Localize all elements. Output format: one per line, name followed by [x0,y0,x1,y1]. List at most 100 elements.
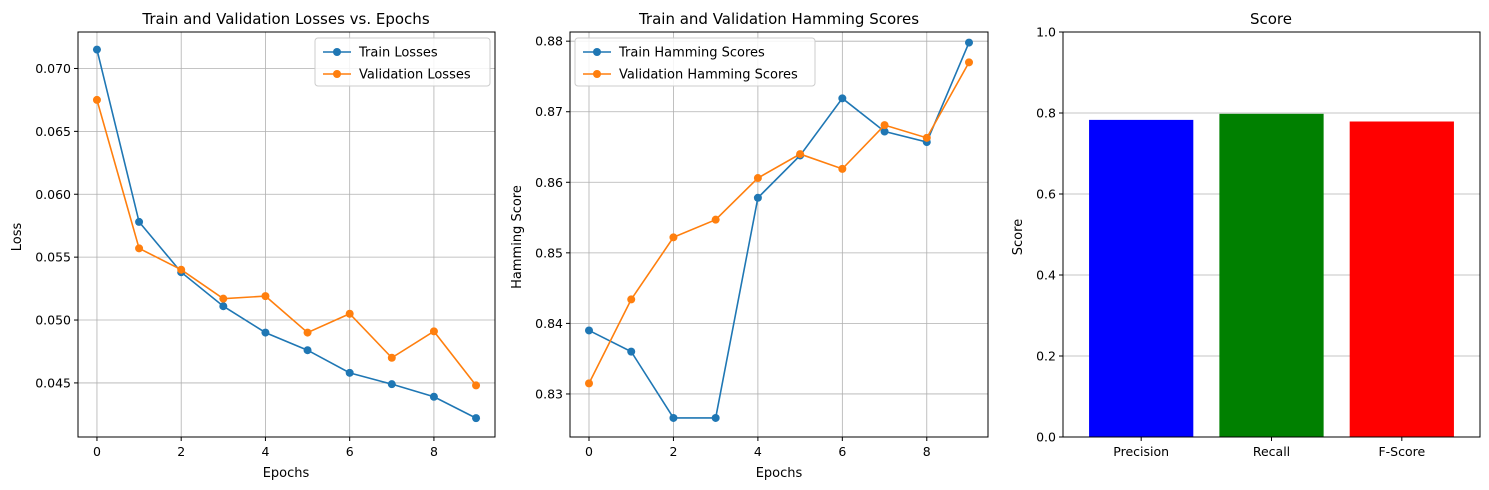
loss-chart-series-0-point [261,328,270,337]
hamming-chart-plot-area: 0 2 4 6 8 0.83 0.84 0.85 0.86 0.87 0.88 [535,31,989,459]
score-chart-y-tick-label: 0.4 [1036,268,1056,283]
hamming-chart-series-0-point [669,413,678,422]
loss-chart-series-1-point [261,292,270,301]
hamming-chart-legend-label-1: Validation Hamming Scores [619,68,798,83]
hamming-chart-y-tick-label: 0.87 [535,104,563,119]
score-chart-plot-area: Precision Recall F-Score 0.0 0.2 0.4 0.6 0.8 1.0 [1036,25,1481,459]
score-chart-y-tick-label: 0.8 [1036,106,1056,121]
score-chart-title: Score [1250,10,1292,28]
loss-chart-panel: Train and Validation Losses vs. Epochs E… [10,10,496,481]
loss-chart-series-1-point [303,328,312,337]
score-chart-x-tick-label: Recall [1253,444,1290,459]
hamming-chart-series-0-point [711,413,720,422]
hamming-chart-series-1-point [711,215,720,224]
hamming-chart-series-0-line [588,42,970,419]
loss-chart-x-tick-label: 0 [93,444,101,459]
loss-chart-xlabel: Epochs [263,466,310,481]
hamming-chart-panel: Train and Validation Hamming Scores Epoc… [510,10,989,481]
loss-chart-series-0-point [92,45,101,54]
loss-chart-series-0-point [135,217,144,226]
loss-chart-legend: Train Losses Validation Losses [314,37,491,87]
loss-chart-x-tick-label: 2 [177,444,185,459]
loss-chart-legend-marker-0 [333,48,341,56]
loss-chart-legend-box [314,37,491,87]
loss-chart-title: Train and Validation Losses vs. Epochs [141,10,429,28]
loss-chart-x-tick-label: 4 [261,444,269,459]
loss-chart-plot-area: 0 2 4 6 8 0.045 0.050 0.055 0.060 0.065 0.070 [35,31,496,459]
hamming-chart-series-0-point [753,193,762,202]
hamming-chart-series-1-point [753,174,762,183]
hamming-chart-series-0-point [838,94,847,103]
hamming-chart-y-tick-label: 0.86 [535,175,563,190]
loss-chart-x-tick-label: 6 [346,444,354,459]
hamming-chart-y-tick-label: 0.84 [535,316,563,331]
hamming-chart-xlabel: Epochs [756,466,803,481]
loss-chart-y-tick-label: 0.045 [35,375,71,390]
loss-chart-legend-label-0: Train Losses [358,46,438,61]
hamming-chart-y-tick-label: 0.83 [535,386,563,401]
loss-chart-series-0-point [219,302,228,311]
hamming-chart-y-tick-label: 0.88 [535,34,563,49]
hamming-chart-series-1-point [965,58,973,67]
hamming-chart-series-1-point [922,133,931,142]
loss-chart-legend-marker-1 [333,70,341,78]
loss-chart-y-tick-label: 0.055 [35,250,71,265]
hamming-chart-series-0-point [880,127,889,136]
hamming-chart-series-1-point [838,164,847,173]
loss-chart-series-1-point [429,327,438,336]
hamming-chart-series-1-point [669,233,678,242]
score-chart-panel: Score Score Precision Recall F-Score 0.0 0.2… [1011,10,1481,459]
score-chart-bar-f-score [1349,121,1454,437]
hamming-chart-series-0-point [585,326,593,335]
score-chart-y-tick-label: 0.0 [1036,430,1056,445]
loss-chart-series-1-point [92,95,101,104]
loss-chart-series-0-point [303,346,312,355]
score-chart-y-tick-label: 0.6 [1036,187,1056,202]
loss-chart-series-1-point [135,244,144,253]
loss-chart-y-tick-label: 0.060 [35,187,71,202]
loss-chart-series-1-point [219,294,228,303]
hamming-chart-x-tick-label: 0 [585,444,593,459]
hamming-chart-series-1-point [627,295,636,304]
loss-chart-y-tick-label: 0.070 [35,61,71,76]
score-chart-x-tick-label: F-Score [1378,444,1425,459]
hamming-chart-ylabel: Hamming Score [510,185,525,289]
loss-chart-series-1-point [387,353,396,362]
score-chart-ylabel: Score [1011,219,1026,255]
hamming-chart-y-tick-label: 0.85 [535,245,563,260]
hamming-chart-x-tick-label: 4 [754,444,762,459]
loss-chart-y-tick-label: 0.065 [35,124,71,139]
loss-chart-series-0-point [429,392,438,401]
loss-chart-axes-frame [77,31,496,438]
hamming-chart-series-0-point [965,38,973,47]
loss-chart-series-0-point [387,380,396,389]
score-chart-bar-recall [1219,113,1324,437]
loss-chart-y-tick-label: 0.050 [35,313,71,328]
hamming-chart-title: Train and Validation Hamming Scores [638,10,919,28]
loss-chart-series-0-point [472,414,481,423]
hamming-chart-legend-box [574,37,816,87]
hamming-chart-series-1-point [796,150,805,159]
hamming-chart-series-1-point [880,121,889,130]
hamming-chart-series-1-point [585,379,593,388]
loss-chart-series-0-line [96,49,477,419]
loss-chart-ylabel: Loss [10,223,25,252]
score-chart-y-tick-label: 1.0 [1036,25,1056,40]
loss-chart-legend-label-1: Validation Losses [359,68,471,83]
loss-chart-x-tick-label: 8 [430,444,438,459]
score-chart-x-tick-label: Precision [1113,444,1169,459]
hamming-chart-legend-marker-1 [593,70,601,78]
hamming-chart-legend-marker-0 [593,48,601,56]
hamming-chart-x-tick-label: 6 [838,444,846,459]
hamming-chart-axes-frame [569,31,989,438]
loss-chart-series-1-point [345,309,354,318]
hamming-chart-x-tick-label: 8 [923,444,931,459]
hamming-chart-series-0-point [627,347,636,356]
score-chart-y-tick-label: 0.2 [1036,349,1056,364]
hamming-chart-legend: Train Hamming Scores Validation Hamming S… [574,37,816,87]
loss-chart-series-1-line [96,99,477,386]
loss-chart-series-0-point [345,368,354,377]
loss-chart-series-1-point [177,265,186,274]
score-chart-bar-precision [1089,119,1194,437]
